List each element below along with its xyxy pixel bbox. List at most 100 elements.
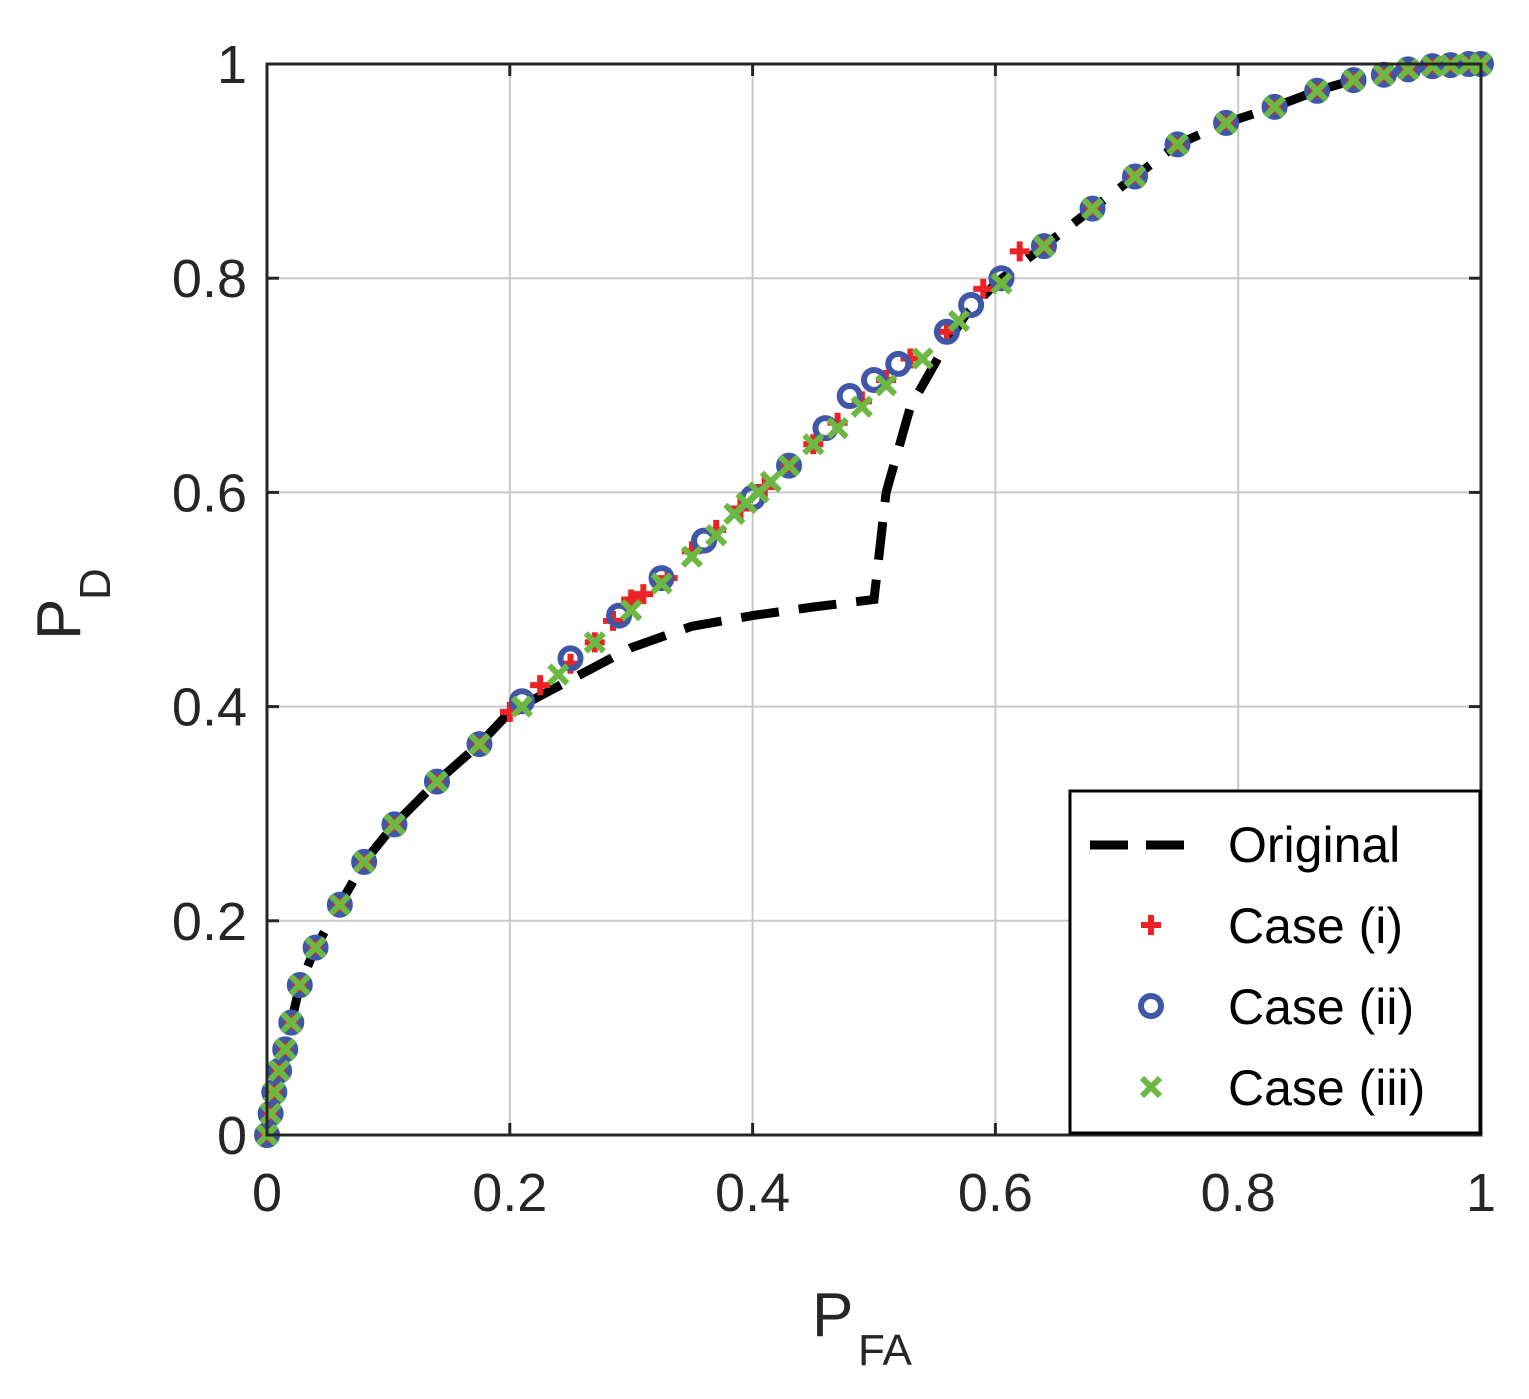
data-point-case-iii xyxy=(583,631,606,654)
y-axis-label-subscript: D xyxy=(71,568,120,600)
data-point-case-iii xyxy=(280,1011,303,1034)
data-point-case-iii xyxy=(274,1038,297,1061)
legend-case-ii-label: Case (ii) xyxy=(1228,979,1414,1035)
y-tick-label: 1 xyxy=(217,35,247,95)
data-point-case-iii xyxy=(268,1059,291,1082)
x-tick-label: 0.6 xyxy=(958,1163,1033,1223)
data-point-case-ii xyxy=(1304,77,1331,104)
data-point-case-iii xyxy=(911,347,934,370)
legend-marker-symbol xyxy=(1141,915,1161,935)
data-point-case-i xyxy=(530,675,551,696)
data-point-case-ii xyxy=(423,768,450,795)
legend-case-iii-label: Case (iii) xyxy=(1228,1060,1425,1116)
data-point-case-iii xyxy=(1421,55,1444,78)
data-point-case-ii xyxy=(885,350,912,377)
data-point-case-iii xyxy=(304,936,327,959)
legend-case-iii-marker xyxy=(1139,1075,1163,1099)
data-point-case-iii xyxy=(826,417,849,440)
data-point-case-ii xyxy=(933,318,960,345)
legend-case-i-label: Case (i) xyxy=(1228,898,1403,954)
y-tick-label: 0.2 xyxy=(172,892,247,952)
data-point-case-ii xyxy=(272,1036,299,1063)
data-point-case-iii xyxy=(705,524,728,547)
data-point-case-iii xyxy=(1081,197,1104,220)
x-tick-label: 0.8 xyxy=(1201,1163,1276,1223)
data-point-case-iii xyxy=(1263,95,1286,118)
data-point-case-iii xyxy=(352,850,376,874)
grid-lines xyxy=(266,63,1482,1136)
data-point-case-ii xyxy=(1261,93,1288,120)
y-axis-label: P xyxy=(25,599,94,640)
data-point-case-ii xyxy=(1079,195,1106,222)
data-point-case-ii xyxy=(302,934,329,961)
x-axis-label: P xyxy=(812,1281,853,1350)
data-point-case-ii xyxy=(648,565,675,592)
legend-case-ii-marker xyxy=(1138,993,1164,1019)
data-point-case-iii xyxy=(328,893,351,916)
data-point-case-iii xyxy=(1123,165,1147,188)
data-point-case-i xyxy=(936,321,957,342)
data-point-case-iii xyxy=(947,309,971,333)
legend-case-i-marker xyxy=(1141,915,1161,935)
y-tick-label: 0 xyxy=(217,1106,247,1166)
tick-labels: 0 0.2 0.4 0.6 0.8 1 0 0.2 0.4 0.6 0.8 1 xyxy=(172,35,1496,1223)
axes-frame xyxy=(265,62,1483,1137)
x-tick-label: 0.4 xyxy=(715,1163,790,1223)
data-point-case-iii xyxy=(1214,111,1238,135)
data-point-case-ii xyxy=(776,452,803,479)
data-point-case-iii xyxy=(547,663,570,686)
y-axis-label-group: P D xyxy=(25,568,120,640)
data-point-case-iii xyxy=(650,572,673,595)
data-point-case-iii xyxy=(510,695,534,718)
data-point-case-ii xyxy=(508,688,535,715)
legend-original-label: Original xyxy=(1228,817,1400,873)
data-point-case-iii xyxy=(1032,234,1056,258)
data-point-case-iii xyxy=(875,374,898,397)
data-point-case-iii xyxy=(990,272,1013,295)
x-tick-label: 0.2 xyxy=(472,1163,547,1223)
data-point-case-iii xyxy=(468,732,491,756)
data-point-case-iii xyxy=(1166,133,1189,156)
x-tick-label: 1 xyxy=(1466,1163,1496,1223)
data-point-case-iii xyxy=(259,1102,282,1125)
data-point-case-i xyxy=(973,278,994,299)
data-point-case-iii xyxy=(288,973,311,997)
data-point-case-ii xyxy=(836,383,863,410)
x-tick-label: 0 xyxy=(252,1163,282,1223)
data-point-case-iii xyxy=(425,770,449,793)
series-case-ii xyxy=(254,51,1494,1148)
y-tick-label: 0.4 xyxy=(172,678,247,738)
plot-series xyxy=(254,51,1494,1148)
data-point-case-ii xyxy=(1122,163,1149,190)
data-point-case-iii xyxy=(802,433,825,456)
data-point-case-iii xyxy=(1372,63,1396,86)
data-point-case-i xyxy=(633,584,654,605)
data-point-case-ii xyxy=(1340,67,1367,94)
legend-marker-symbol xyxy=(1139,1075,1163,1099)
legend-box xyxy=(1068,789,1482,1135)
data-point-case-ii xyxy=(1164,131,1191,158)
y-tick-label: 0.6 xyxy=(172,463,247,523)
data-point-case-ii xyxy=(466,731,493,758)
data-point-case-iii xyxy=(1342,68,1365,92)
data-point-case-ii xyxy=(1395,56,1422,83)
x-axis-label-subscript: FA xyxy=(858,1326,912,1375)
data-point-case-ii xyxy=(381,811,408,838)
data-point-case-ii xyxy=(1213,109,1240,136)
series-case-iii xyxy=(255,52,1493,1147)
legend-marker-symbol xyxy=(1138,993,1164,1019)
data-point-case-ii xyxy=(286,972,313,999)
data-point-case-ii xyxy=(351,848,378,875)
data-point-case-iii xyxy=(620,599,643,622)
data-point-case-ii xyxy=(1030,233,1057,260)
y-tick-label: 0.8 xyxy=(172,249,247,309)
data-point-case-iii xyxy=(850,395,873,418)
data-point-case-iii xyxy=(759,470,782,493)
data-point-case-iii xyxy=(383,813,406,836)
data-point-case-ii xyxy=(278,1009,305,1036)
legend: Original Case (i) Case (ii) Case (iii) xyxy=(1068,789,1482,1135)
data-point-case-ii xyxy=(326,891,353,918)
data-point-case-ii xyxy=(557,645,584,672)
